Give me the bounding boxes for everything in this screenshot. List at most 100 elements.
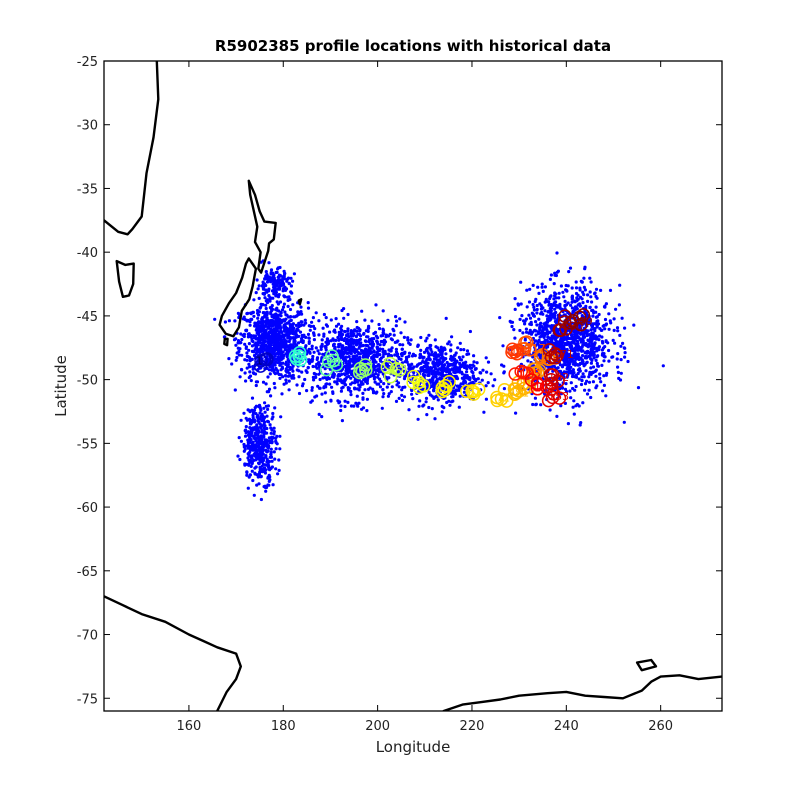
historical-point (365, 409, 369, 413)
historical-point (252, 447, 256, 451)
historical-point (470, 369, 474, 374)
historical-point (254, 383, 258, 388)
historical-point (439, 377, 443, 381)
historical-point (250, 396, 255, 400)
historical-point (346, 312, 350, 317)
historical-point (242, 442, 246, 447)
historical-point (361, 396, 365, 400)
historical-point (317, 319, 321, 323)
historical-point (582, 293, 586, 297)
historical-point (265, 290, 269, 294)
historical-point (268, 306, 272, 310)
historical-point (593, 329, 597, 333)
historical-point (278, 376, 282, 380)
historical-point (306, 332, 311, 336)
historical-point (441, 359, 445, 364)
historical-point (273, 314, 277, 318)
historical-point (537, 317, 541, 321)
historical-point (597, 338, 601, 342)
historical-point (338, 400, 342, 404)
historical-point (284, 313, 288, 317)
historical-point (600, 339, 605, 344)
historical-point (603, 345, 607, 349)
historical-point (314, 346, 318, 350)
historical-point (267, 368, 271, 372)
historical-point (513, 336, 517, 340)
x-axis-label: Longitude (376, 738, 451, 756)
historical-point (287, 295, 291, 299)
historical-point (236, 346, 240, 350)
historical-point (274, 317, 278, 321)
historical-point (562, 295, 566, 299)
historical-point (324, 382, 328, 386)
historical-point (553, 273, 557, 277)
historical-point (493, 378, 497, 382)
historical-point (244, 345, 248, 349)
historical-point (278, 342, 282, 347)
historical-point (556, 366, 560, 370)
profile-label: 72 (496, 391, 510, 404)
historical-point (213, 317, 217, 321)
historical-point (261, 456, 265, 460)
historical-point (467, 377, 471, 381)
historical-point (602, 359, 606, 363)
historical-point (263, 438, 267, 442)
historical-point (586, 299, 590, 303)
historical-point (599, 288, 603, 292)
profile-marker (494, 392, 509, 406)
historical-point (359, 334, 363, 338)
historical-point (248, 473, 252, 477)
historical-point (239, 332, 243, 336)
historical-point (256, 417, 260, 421)
historical-point (319, 347, 323, 351)
historical-point (284, 367, 288, 371)
historical-point (360, 309, 364, 313)
historical-point (623, 326, 627, 330)
historical-point (255, 440, 259, 444)
historical-point (588, 305, 592, 310)
historical-point (268, 277, 272, 281)
historical-point (462, 379, 466, 383)
historical-point (404, 355, 408, 359)
historical-point (338, 379, 342, 383)
historical-point (246, 433, 250, 437)
historical-point (274, 467, 278, 471)
historical-point (281, 289, 285, 293)
historical-point (283, 319, 287, 323)
historical-point (605, 371, 609, 375)
historical-point (273, 338, 277, 342)
historical-point (421, 368, 425, 372)
historical-point (349, 389, 353, 394)
historical-point (574, 384, 578, 389)
historical-point (253, 431, 258, 435)
x-tick-label: 200 (365, 719, 390, 734)
x-tick-label: 220 (460, 719, 485, 734)
historical-point (465, 367, 469, 371)
historical-point (458, 361, 462, 366)
historical-point (354, 354, 359, 358)
historical-point (440, 374, 444, 378)
historical-point (247, 463, 251, 467)
profile-marker (553, 323, 568, 338)
historical-point (619, 358, 623, 362)
historical-point (546, 309, 551, 313)
historical-point (290, 376, 294, 380)
historical-point (310, 357, 315, 361)
historical-point (274, 439, 278, 443)
historical-point (534, 333, 538, 337)
historical-point (586, 293, 590, 297)
historical-point (474, 379, 478, 383)
historical-point (456, 346, 460, 350)
profile-marker (353, 361, 368, 376)
historical-point (248, 323, 252, 327)
historical-point (389, 354, 393, 358)
historical-point (243, 358, 247, 362)
historical-point (569, 381, 573, 385)
historical-point (591, 331, 595, 335)
historical-point (355, 325, 359, 330)
historical-point (308, 328, 312, 332)
historical-point (559, 284, 564, 288)
historical-point (267, 332, 271, 336)
historical-point (273, 406, 277, 410)
